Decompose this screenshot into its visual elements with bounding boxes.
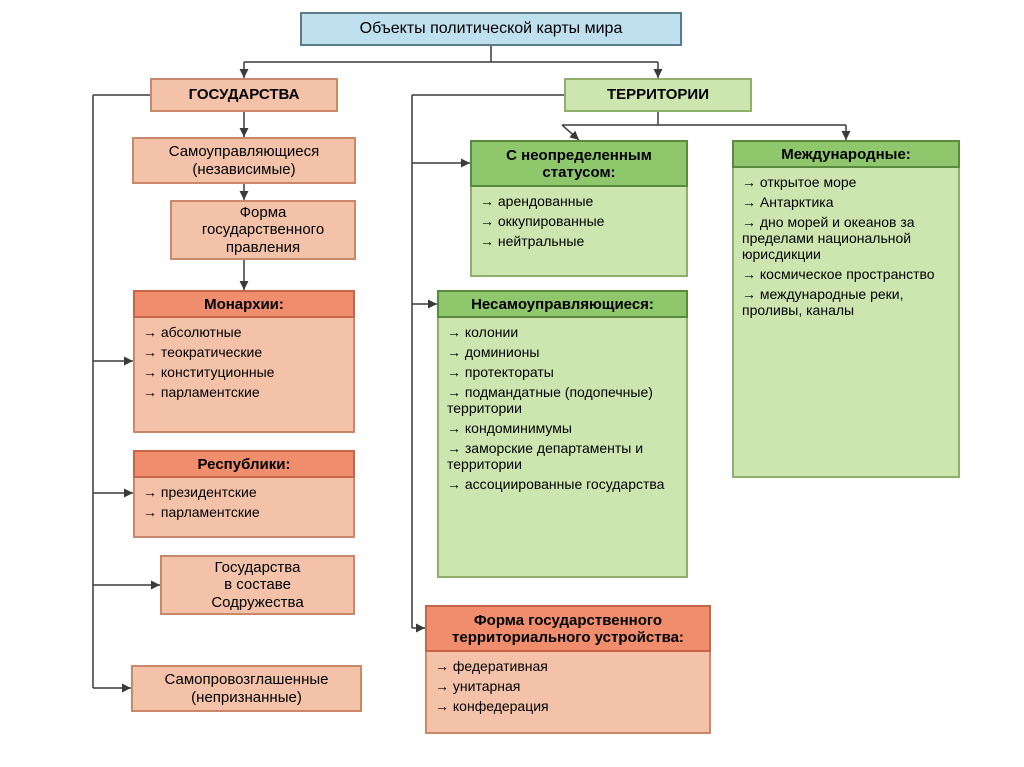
territorial-form-item: унитарная	[435, 676, 701, 696]
undef-status-item: нейтральные	[480, 231, 678, 251]
gov-form-l2: государственного	[202, 221, 324, 238]
international-header-text: Международные:	[781, 146, 911, 163]
international-item: космическое пространство	[742, 264, 950, 284]
monarchy-item: теократические	[143, 342, 345, 362]
monarchies-header: Монархии:	[133, 290, 355, 318]
monarchy-item: парламентские	[143, 382, 345, 402]
undef-status-item: арендованные	[480, 191, 678, 211]
international-item: Антарктика	[742, 192, 950, 212]
international-item: дно морей и океанов за пределами национа…	[742, 212, 950, 264]
root-title: Объекты политической карты мира	[300, 12, 682, 46]
non-self-gov-header: Несамоуправляющиеся:	[437, 290, 688, 318]
territorial-form-item: федеративная	[435, 656, 701, 676]
territorial-form-header: Форма государственного территориального …	[425, 605, 711, 652]
non-self-gov-body: колониидоминионыпротекторатыподмандатные…	[437, 318, 688, 578]
non-self-gov-item: ассоциированные государства	[447, 474, 678, 494]
non-self-gov-box: Несамоуправляющиеся: колониидоминионыпро…	[437, 290, 688, 578]
territories-title: ТЕРРИТОРИИ	[607, 86, 709, 103]
non-self-gov-item: подмандатные (подопечные) территории	[447, 382, 678, 418]
republic-item: парламентские	[143, 502, 345, 522]
self-gov-l1: Самоуправляющиеся	[169, 143, 320, 160]
international-header: Международные:	[732, 140, 960, 168]
self-gov-l2: (независимые)	[192, 161, 295, 178]
international-body: открытое мореАнтарктикадно морей и океан…	[732, 168, 960, 478]
diagram-canvas: Объекты политической карты мира ГОСУДАРС…	[0, 0, 1024, 767]
territorial-form-item: конфедерация	[435, 696, 701, 716]
monarchies-body: абсолютныетеократическиеконституционныеп…	[133, 318, 355, 433]
commonwealth-l2: в составе	[224, 576, 291, 593]
monarchies-header-text: Монархии:	[204, 296, 284, 313]
non-self-gov-header-text: Несамоуправляющиеся:	[471, 296, 654, 313]
non-self-gov-item: заморские департаменты и территории	[447, 438, 678, 474]
undefined-status-box: С неопределенным статусом: арендованныео…	[470, 140, 688, 277]
states-title: ГОСУДАРСТВА	[189, 86, 300, 103]
gov-form-l3: правления	[226, 239, 300, 256]
republic-item: президентские	[143, 482, 345, 502]
undefined-status-header: С неопределенным статусом:	[470, 140, 688, 187]
gov-form-l1: Форма	[240, 204, 287, 221]
non-self-gov-item: колонии	[447, 322, 678, 342]
self-procl-l2: (непризнанные)	[191, 689, 302, 706]
monarchy-item: конституционные	[143, 362, 345, 382]
gov-form-box: Форма государственного правления	[170, 200, 356, 260]
republics-header-text: Республики:	[198, 456, 291, 473]
republics-box: Республики: президентскиепарламентские	[133, 450, 355, 538]
commonwealth-l1: Государства	[215, 559, 301, 576]
self-procl-l1: Самопровозглашенные	[165, 671, 329, 688]
non-self-gov-item: протектораты	[447, 362, 678, 382]
non-self-gov-item: кондоминимумы	[447, 418, 678, 438]
root-text: Объекты политической карты мира	[360, 20, 623, 38]
territories-header: ТЕРРИТОРИИ	[564, 78, 752, 112]
republics-body: президентскиепарламентские	[133, 478, 355, 538]
territorial-form-box: Форма государственного территориального …	[425, 605, 711, 734]
international-item: международные реки, проливы, каналы	[742, 284, 950, 320]
undefined-status-body: арендованныеоккупированныенейтральные	[470, 187, 688, 277]
non-self-gov-item: доминионы	[447, 342, 678, 362]
commonwealth-box: Государства в составе Содружества	[160, 555, 355, 615]
self-proclaimed-box: Самопровозглашенные (непризнанные)	[131, 665, 362, 712]
international-item: открытое море	[742, 172, 950, 192]
states-header: ГОСУДАРСТВА	[150, 78, 338, 112]
commonwealth-l3: Содружества	[211, 594, 303, 611]
international-box: Международные: открытое мореАнтарктикадн…	[732, 140, 960, 478]
monarchy-item: абсолютные	[143, 322, 345, 342]
self-governing-box: Самоуправляющиеся (независимые)	[132, 137, 356, 184]
republics-header: Республики:	[133, 450, 355, 478]
undef-status-item: оккупированные	[480, 211, 678, 231]
territorial-form-body: федеративнаяунитарнаяконфедерация	[425, 652, 711, 734]
monarchies-box: Монархии: абсолютныетеократическиеконсти…	[133, 290, 355, 433]
